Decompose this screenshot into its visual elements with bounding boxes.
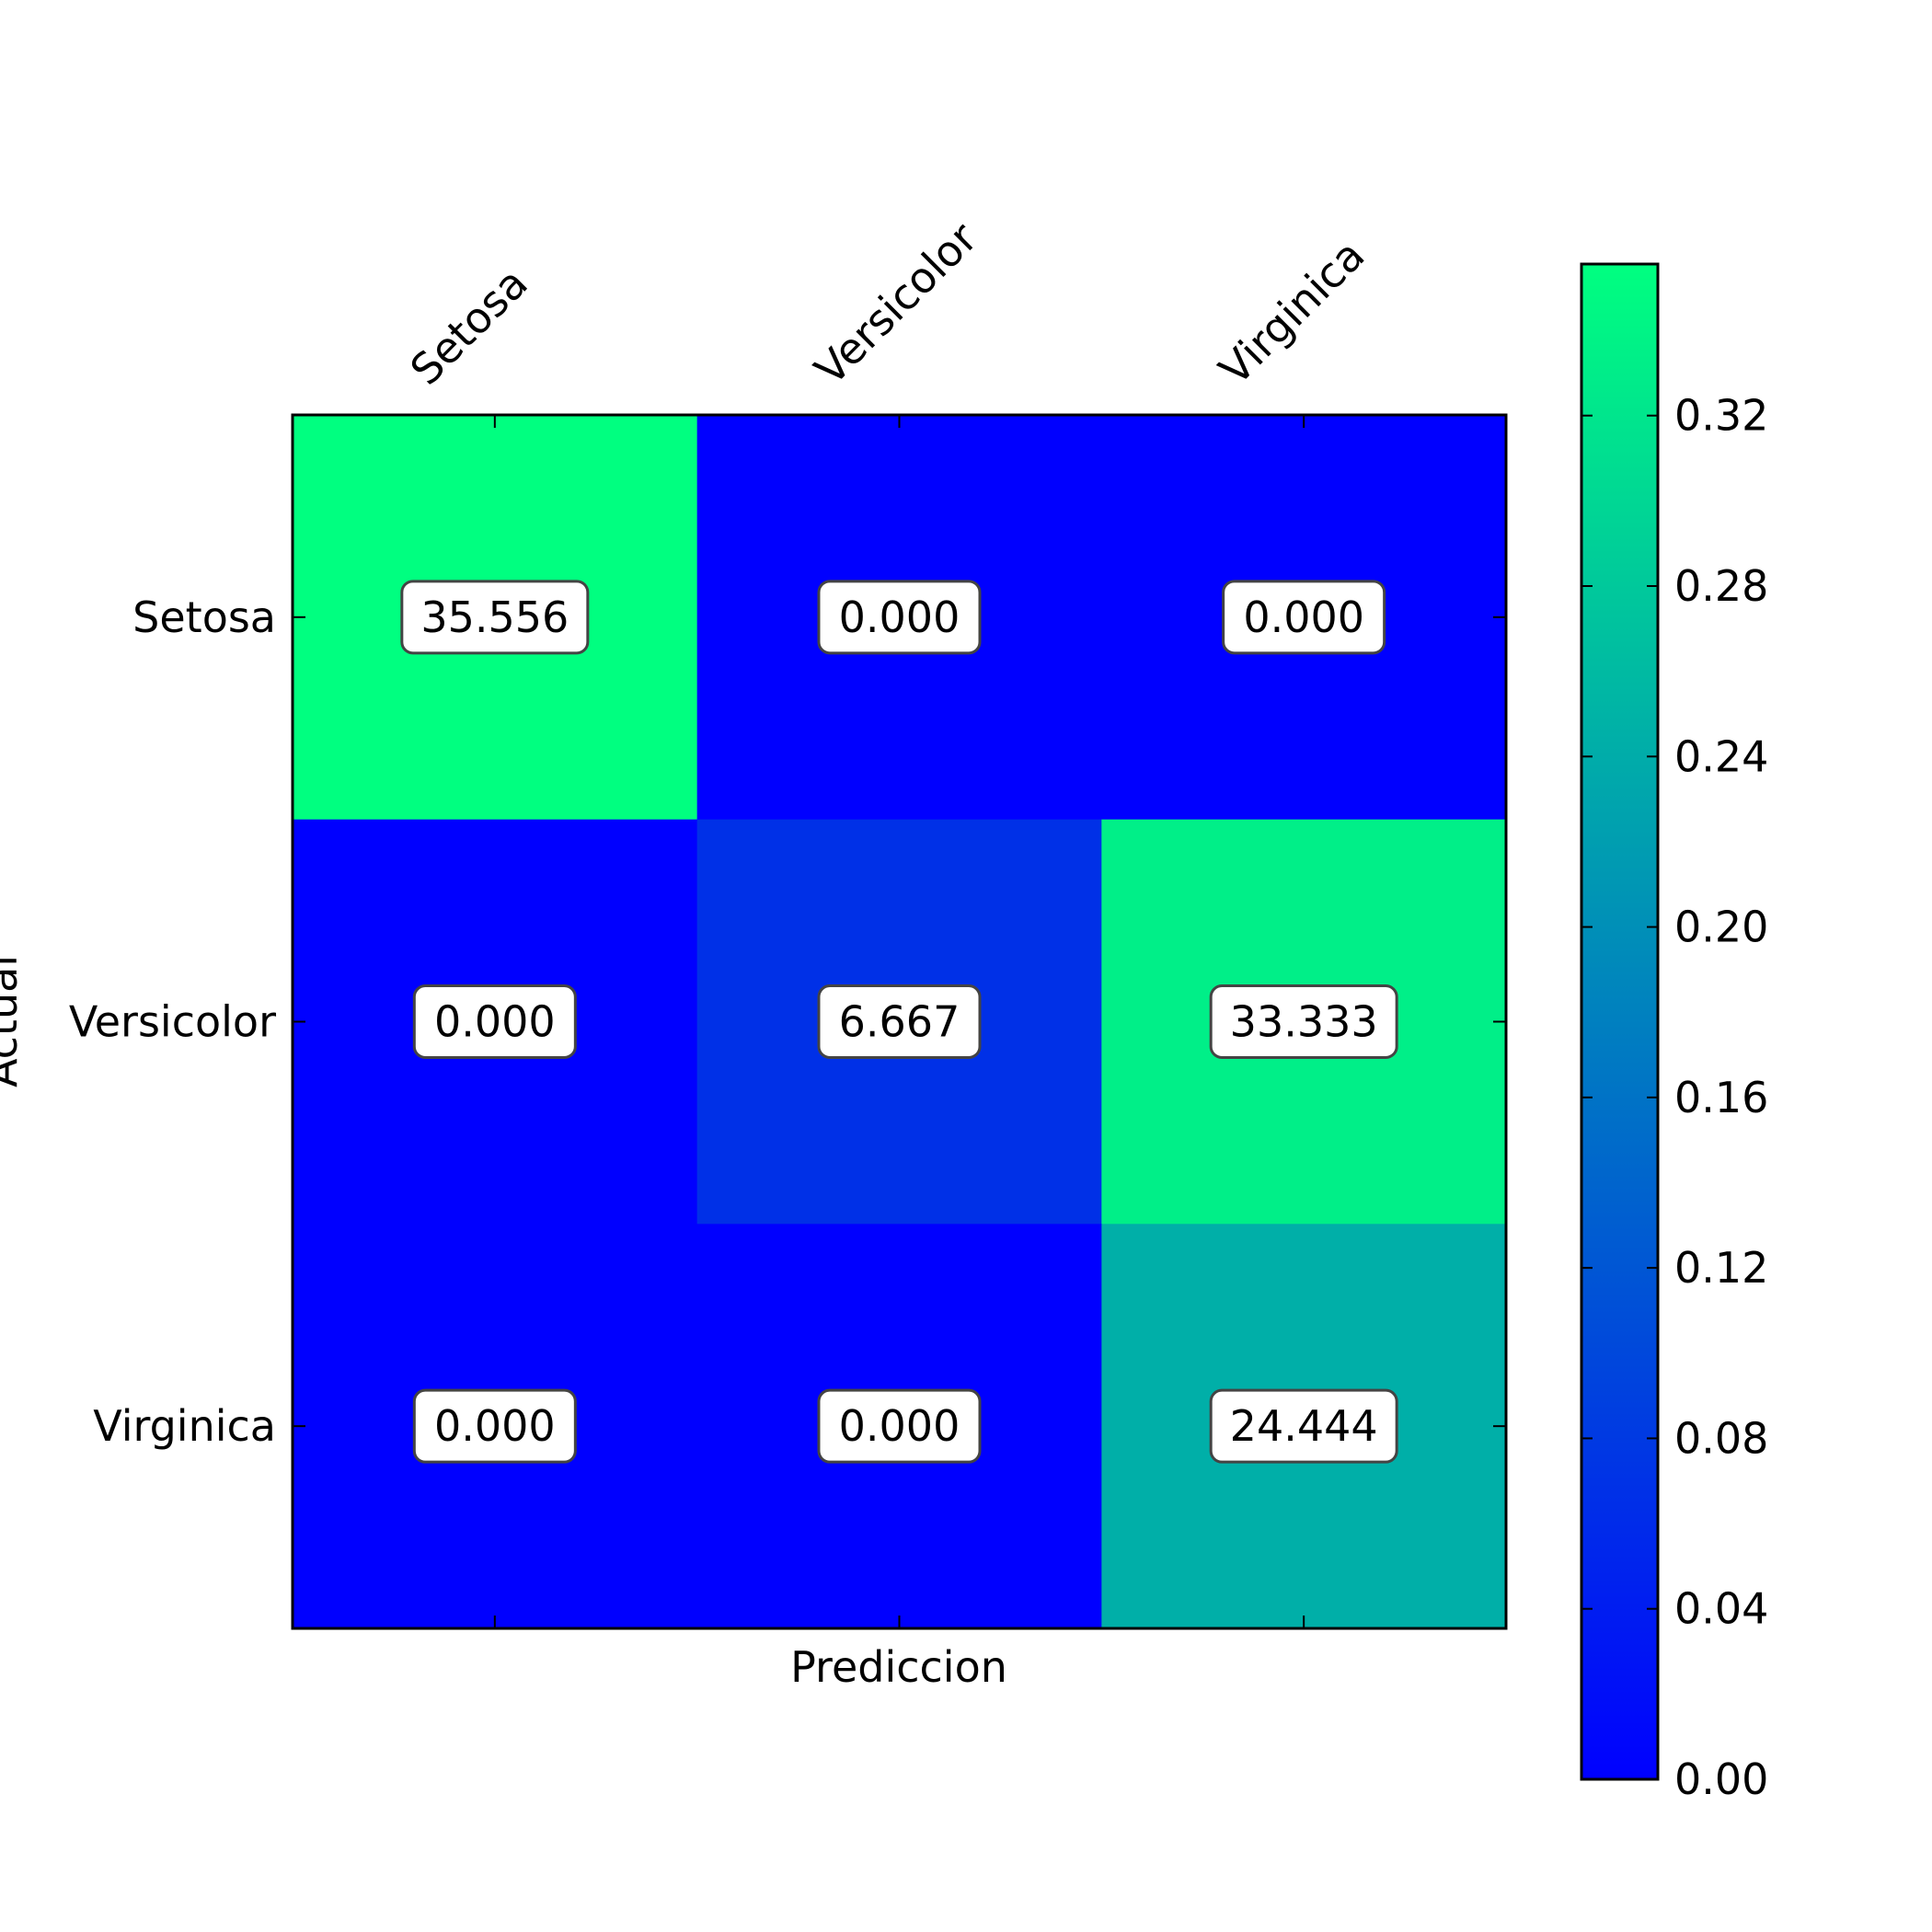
cell-label-box xyxy=(400,580,590,655)
cell-label-box xyxy=(412,1388,577,1464)
y-tick-label: Versicolor xyxy=(69,997,276,1047)
colorbar xyxy=(1580,262,1660,1781)
cell-value-text: 24.444 xyxy=(1230,1401,1378,1451)
colorbar-tick-label: 0.12 xyxy=(1674,1243,1768,1293)
cell-value-label: 0.000 xyxy=(412,1388,577,1464)
cell-label-box xyxy=(817,1388,982,1464)
cell-value-label: 35.556 xyxy=(400,580,590,655)
cell-value-label: 0.000 xyxy=(817,580,982,655)
cell-value-text: 0.000 xyxy=(1243,592,1364,642)
cell-label-box xyxy=(412,984,577,1059)
colorbar-tick-label: 0.04 xyxy=(1674,1584,1768,1634)
cell-label-box xyxy=(1209,1388,1398,1464)
cell-value-text: 35.556 xyxy=(420,592,569,642)
y-tick-label: Setosa xyxy=(132,592,276,642)
colorbar-tick-label: 0.08 xyxy=(1674,1413,1768,1463)
y-axis-label: Actual xyxy=(0,955,27,1087)
colorbar-tick-label: 0.00 xyxy=(1674,1754,1768,1804)
cell-value-text: 33.333 xyxy=(1230,997,1378,1047)
cell-label-box xyxy=(817,580,982,655)
cell-label-box xyxy=(1222,580,1386,655)
colorbar-tick-label: 0.24 xyxy=(1674,731,1768,781)
cell-value-text: 0.000 xyxy=(839,1401,960,1451)
colorbar-ticks: 0.00 0.04 0.08 0.12 0.16 0.20 0.24 0.28 0.32 xyxy=(1581,391,1768,1804)
x-tick-label: Setosa xyxy=(400,258,536,394)
cell-value-text: 0.000 xyxy=(839,592,960,642)
colorbar-tick-label: 0.20 xyxy=(1674,903,1768,952)
cell-value-label: 0.000 xyxy=(412,984,577,1059)
cell-value-label: 6.667 xyxy=(817,984,982,1059)
cell-label-box xyxy=(1209,984,1398,1059)
colorbar-tick-label: 0.16 xyxy=(1674,1073,1768,1122)
x-axis-label: Prediccion xyxy=(790,1642,1007,1692)
y-tick-labels: Setosa Versicolor Virginica xyxy=(69,592,276,1451)
axis-ticks xyxy=(293,415,1506,1628)
cell-value-label: 24.444 xyxy=(1209,1388,1398,1464)
cell-value-labels: 35.556 0.000 0.000 0.000 6.667 33.333 0.000 0.0… xyxy=(400,580,1398,1464)
y-tick-label: Virginica xyxy=(93,1401,276,1451)
colorbar-tick-label: 0.32 xyxy=(1674,391,1768,441)
cell-value-label: 0.000 xyxy=(1222,580,1386,655)
cell-value-text: 0.000 xyxy=(434,997,556,1047)
x-tick-label: Virginica xyxy=(1210,230,1374,395)
cell-value-text: 0.000 xyxy=(434,1401,556,1451)
cell-value-text: 6.667 xyxy=(839,997,960,1047)
x-tick-labels: Setosa Versicolor Virginica xyxy=(400,213,1374,394)
cell-value-label: 0.000 xyxy=(817,1388,982,1464)
colorbar-tick-label: 0.28 xyxy=(1674,561,1768,611)
x-tick-label: Versicolor xyxy=(805,213,986,394)
cell-label-box xyxy=(817,984,982,1059)
cell-value-label: 33.333 xyxy=(1209,984,1398,1059)
